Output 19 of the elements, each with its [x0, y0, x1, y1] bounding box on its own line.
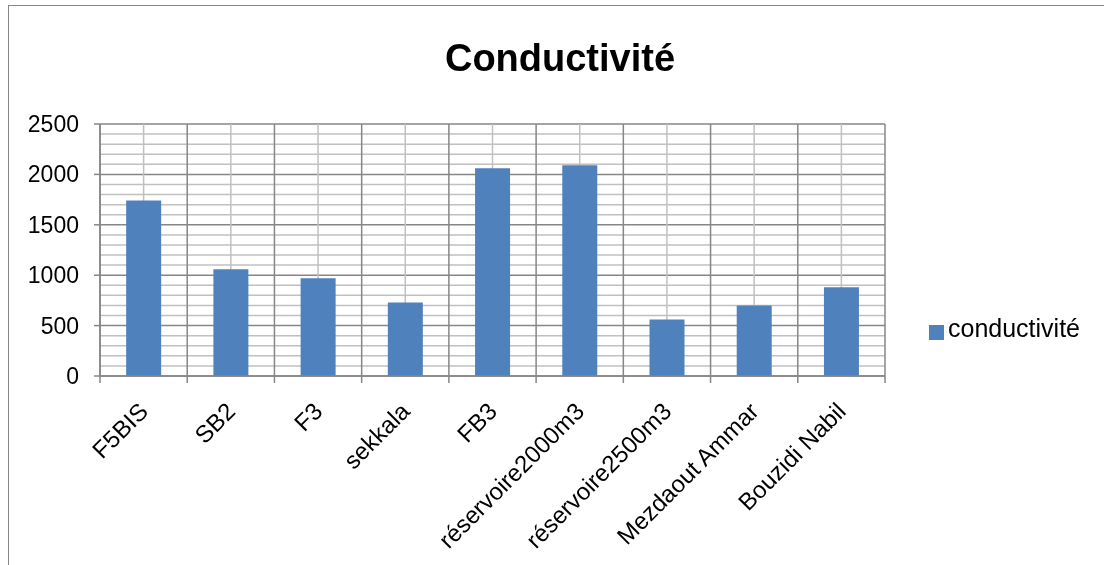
bar	[387, 302, 423, 376]
bar	[736, 305, 772, 376]
bar	[649, 319, 685, 376]
y-tick-label: 1000	[27, 262, 79, 289]
y-tick-label: 500	[40, 312, 79, 339]
x-tick-label: F3	[288, 397, 328, 437]
y-tick-label: 1500	[27, 211, 79, 238]
bar	[562, 165, 598, 376]
x-tick-label: SB2	[189, 397, 241, 449]
legend-label: conductivité	[948, 314, 1081, 342]
chart-title: Conductivité	[443, 36, 677, 80]
y-tick-label: 2500	[27, 111, 79, 137]
bar	[823, 287, 859, 376]
bar	[300, 278, 336, 376]
bar	[213, 269, 249, 376]
y-tick-label: 0	[66, 363, 79, 389]
y-tick-label: 2000	[27, 161, 79, 188]
bar	[126, 200, 162, 376]
bar	[475, 168, 511, 376]
